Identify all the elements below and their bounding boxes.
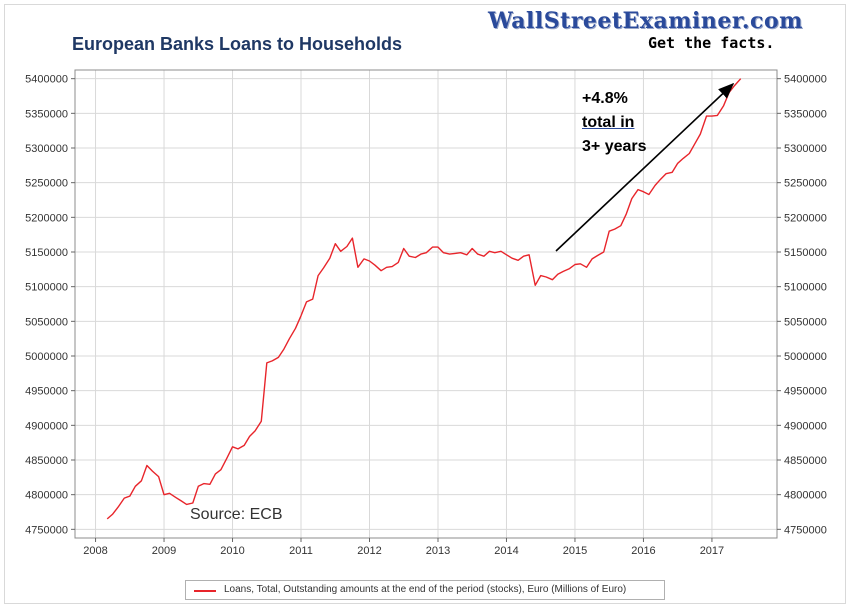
source-note: Source: ECB [190,506,283,523]
chart-title: European Banks Loans to Households [72,34,403,54]
brand-tagline: Get the facts. [648,34,775,52]
y-tick-label-right: 5250000 [784,178,827,190]
y-tick-label-left: 5200000 [25,212,68,224]
y-tick-label-right: 4800000 [784,490,827,502]
y-tick-label-right: 4900000 [784,420,827,432]
x-tick-label: 2012 [357,545,381,557]
y-tick-label-right: 5400000 [784,74,827,86]
x-tick-label: 2010 [220,545,244,557]
plot-area-border [74,69,778,539]
y-tick-label-right: 5300000 [784,143,827,155]
x-tick-label: 2013 [426,545,450,557]
y-tick-label-left: 5300000 [25,143,68,155]
annotation-percent: +4.8% [582,90,628,107]
y-tick-label-left: 5050000 [25,316,68,328]
y-tick-label-left: 5100000 [25,282,68,294]
x-tick-label: 2014 [494,545,518,557]
legend-label: Loans, Total, Outstanding amounts at the… [224,584,627,595]
y-tick-label-right: 4850000 [784,455,827,467]
y-tick-label-right: 4950000 [784,386,827,398]
y-tick-label-left: 4950000 [25,386,68,398]
x-tick-label: 2009 [152,545,176,557]
trend-arrow [555,82,735,252]
y-tick-label-left: 5250000 [25,178,68,190]
y-tick-label-right: 4750000 [784,524,827,536]
y-tick-label-right: 5200000 [784,212,827,224]
y-tick-label-left: 5000000 [25,351,68,363]
y-tick-label-right: 5150000 [784,247,827,259]
x-tick-label: 2015 [563,545,587,557]
y-tick-label-left: 4850000 [25,455,68,467]
grid-lines [75,70,777,538]
y-tick-label-left: 4800000 [25,490,68,502]
y-tick-label-left: 4750000 [25,524,68,536]
x-tick-label: 2008 [83,545,107,557]
y-tick-label-left: 4900000 [25,420,68,432]
x-tick-label: 2017 [700,545,724,557]
y-tick-label-left: 5150000 [25,247,68,259]
series-line-loans-total [106,78,742,520]
y-tick-label-right: 5350000 [784,108,827,120]
y-tick-label-right: 5100000 [784,282,827,294]
series-layer [106,78,742,520]
annotation-total: total in [582,114,635,131]
y-tick-label-left: 5350000 [25,108,68,120]
y-tick-label-right: 5050000 [784,316,827,328]
chart-frame [4,4,846,604]
y-tick-label-right: 5000000 [784,351,827,363]
x-tick-label: 2011 [289,545,313,557]
y-tick-label-left: 5400000 [25,74,68,86]
chart-legend: Loans, Total, Outstanding amounts at the… [185,580,665,600]
legend-swatch [194,590,216,592]
x-tick-label: 2016 [631,545,655,557]
axes: 4750000 4750000 4800000 4800000 4850000 48500… [25,74,827,557]
annotation-years: 3+ years [582,138,647,155]
brand-logo-text: WallStreetExaminer.com [488,8,803,34]
